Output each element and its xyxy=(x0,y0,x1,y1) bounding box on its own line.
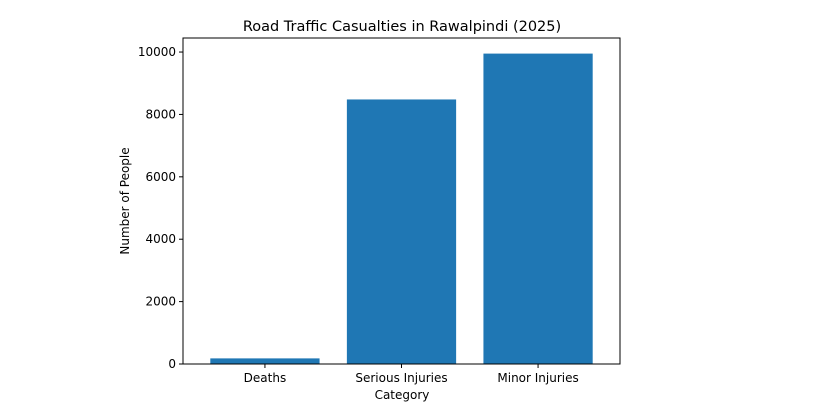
y-axis-ticks: 0 2000 4000 6000 8000 10000 xyxy=(138,45,183,371)
x-tick-label: Serious Injuries xyxy=(355,371,447,385)
y-tick-label: 2000 xyxy=(145,295,176,309)
chart-title: Road Traffic Casualties in Rawalpindi (2… xyxy=(243,19,561,35)
y-tick-label: 4000 xyxy=(145,232,176,246)
x-axis-label: Category xyxy=(375,388,430,402)
x-axis-ticks: Deaths Serious Injuries Minor Injuries xyxy=(244,364,579,385)
x-tick-label: Minor Injuries xyxy=(497,371,578,385)
bars-group xyxy=(210,53,593,365)
x-tick-label: Deaths xyxy=(244,371,287,385)
bar-minor-injuries xyxy=(483,53,593,365)
y-tick-label: 6000 xyxy=(145,170,176,184)
plot-frame xyxy=(182,37,621,365)
y-tick-label: 0 xyxy=(168,357,176,371)
bar-deaths xyxy=(210,358,320,364)
bar-serious-injuries xyxy=(346,99,457,365)
y-tick-label: 8000 xyxy=(145,107,176,121)
y-tick-label: 10000 xyxy=(138,45,176,59)
y-axis-label: Number of People xyxy=(118,147,132,254)
